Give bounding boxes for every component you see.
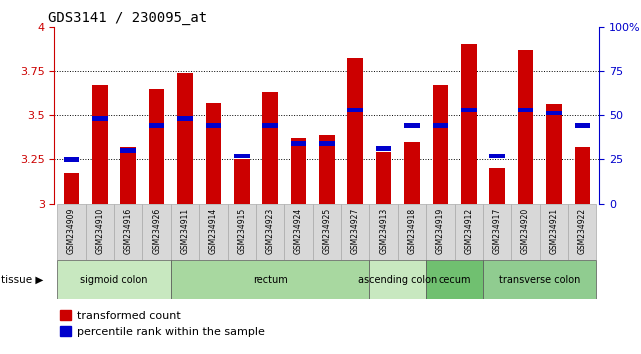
Text: GSM234921: GSM234921 bbox=[549, 208, 558, 254]
Text: GSM234927: GSM234927 bbox=[351, 208, 360, 254]
Bar bbox=[574, 147, 590, 204]
Bar bbox=[369, 260, 426, 299]
Bar bbox=[546, 111, 562, 115]
Text: GSM234917: GSM234917 bbox=[493, 208, 502, 254]
Bar bbox=[142, 204, 171, 260]
Text: GSM234914: GSM234914 bbox=[209, 208, 218, 254]
Text: GSM234912: GSM234912 bbox=[464, 208, 473, 254]
Bar bbox=[512, 204, 540, 260]
Bar bbox=[546, 104, 562, 204]
Bar bbox=[313, 204, 341, 260]
Bar bbox=[206, 124, 221, 128]
Bar bbox=[92, 116, 108, 121]
Bar bbox=[149, 88, 165, 204]
Bar bbox=[177, 73, 193, 204]
Bar bbox=[347, 108, 363, 112]
Bar bbox=[540, 204, 568, 260]
Text: cecum: cecum bbox=[438, 275, 471, 285]
Text: GSM234910: GSM234910 bbox=[96, 208, 104, 254]
Bar bbox=[149, 124, 165, 128]
Bar bbox=[347, 58, 363, 204]
Bar bbox=[483, 260, 597, 299]
Bar bbox=[199, 204, 228, 260]
Bar bbox=[433, 85, 448, 204]
Bar bbox=[376, 152, 392, 204]
Bar bbox=[92, 85, 108, 204]
Bar bbox=[206, 103, 221, 204]
Text: GSM234923: GSM234923 bbox=[265, 208, 274, 254]
Bar bbox=[291, 138, 306, 204]
Legend: transformed count, percentile rank within the sample: transformed count, percentile rank withi… bbox=[60, 310, 265, 337]
Text: transverse colon: transverse colon bbox=[499, 275, 581, 285]
Text: GSM234920: GSM234920 bbox=[521, 208, 530, 254]
Bar bbox=[426, 204, 454, 260]
Bar bbox=[454, 204, 483, 260]
Bar bbox=[171, 260, 369, 299]
Bar bbox=[121, 148, 136, 153]
Bar bbox=[171, 204, 199, 260]
Bar bbox=[234, 154, 249, 158]
Bar bbox=[574, 124, 590, 128]
Text: sigmoid colon: sigmoid colon bbox=[80, 275, 148, 285]
Text: GSM234909: GSM234909 bbox=[67, 208, 76, 255]
Bar bbox=[285, 204, 313, 260]
Bar bbox=[319, 141, 335, 145]
Text: rectum: rectum bbox=[253, 275, 288, 285]
Bar bbox=[369, 204, 398, 260]
Bar bbox=[256, 204, 285, 260]
Bar bbox=[177, 116, 193, 121]
Bar bbox=[433, 124, 448, 128]
Bar bbox=[461, 108, 477, 112]
Bar bbox=[518, 50, 533, 204]
Bar bbox=[234, 159, 249, 204]
Text: GSM234922: GSM234922 bbox=[578, 208, 587, 254]
Text: GSM234925: GSM234925 bbox=[322, 208, 331, 254]
Text: tissue ▶: tissue ▶ bbox=[1, 275, 44, 285]
Text: GSM234911: GSM234911 bbox=[181, 208, 190, 254]
Bar bbox=[426, 260, 483, 299]
Bar bbox=[262, 124, 278, 128]
Bar bbox=[121, 147, 136, 204]
Text: GSM234916: GSM234916 bbox=[124, 208, 133, 254]
Bar bbox=[341, 204, 369, 260]
Bar bbox=[114, 204, 142, 260]
Bar bbox=[568, 204, 597, 260]
Bar bbox=[57, 204, 86, 260]
Text: GDS3141 / 230095_at: GDS3141 / 230095_at bbox=[48, 11, 207, 25]
Bar bbox=[63, 157, 79, 161]
Bar bbox=[86, 204, 114, 260]
Bar bbox=[489, 168, 505, 204]
Bar bbox=[262, 92, 278, 204]
Bar bbox=[376, 147, 392, 151]
Bar bbox=[461, 44, 477, 204]
Text: GSM234918: GSM234918 bbox=[408, 208, 417, 254]
Bar bbox=[57, 260, 171, 299]
Bar bbox=[398, 204, 426, 260]
Bar bbox=[518, 108, 533, 112]
Bar bbox=[404, 142, 420, 204]
Bar bbox=[483, 204, 512, 260]
Bar bbox=[63, 173, 79, 204]
Text: GSM234915: GSM234915 bbox=[237, 208, 246, 254]
Bar bbox=[489, 154, 505, 158]
Text: ascending colon: ascending colon bbox=[358, 275, 437, 285]
Text: GSM234926: GSM234926 bbox=[152, 208, 161, 254]
Text: GSM234924: GSM234924 bbox=[294, 208, 303, 254]
Bar bbox=[319, 135, 335, 204]
Text: GSM234913: GSM234913 bbox=[379, 208, 388, 254]
Bar bbox=[291, 141, 306, 145]
Bar bbox=[228, 204, 256, 260]
Text: GSM234919: GSM234919 bbox=[436, 208, 445, 254]
Bar bbox=[404, 124, 420, 128]
